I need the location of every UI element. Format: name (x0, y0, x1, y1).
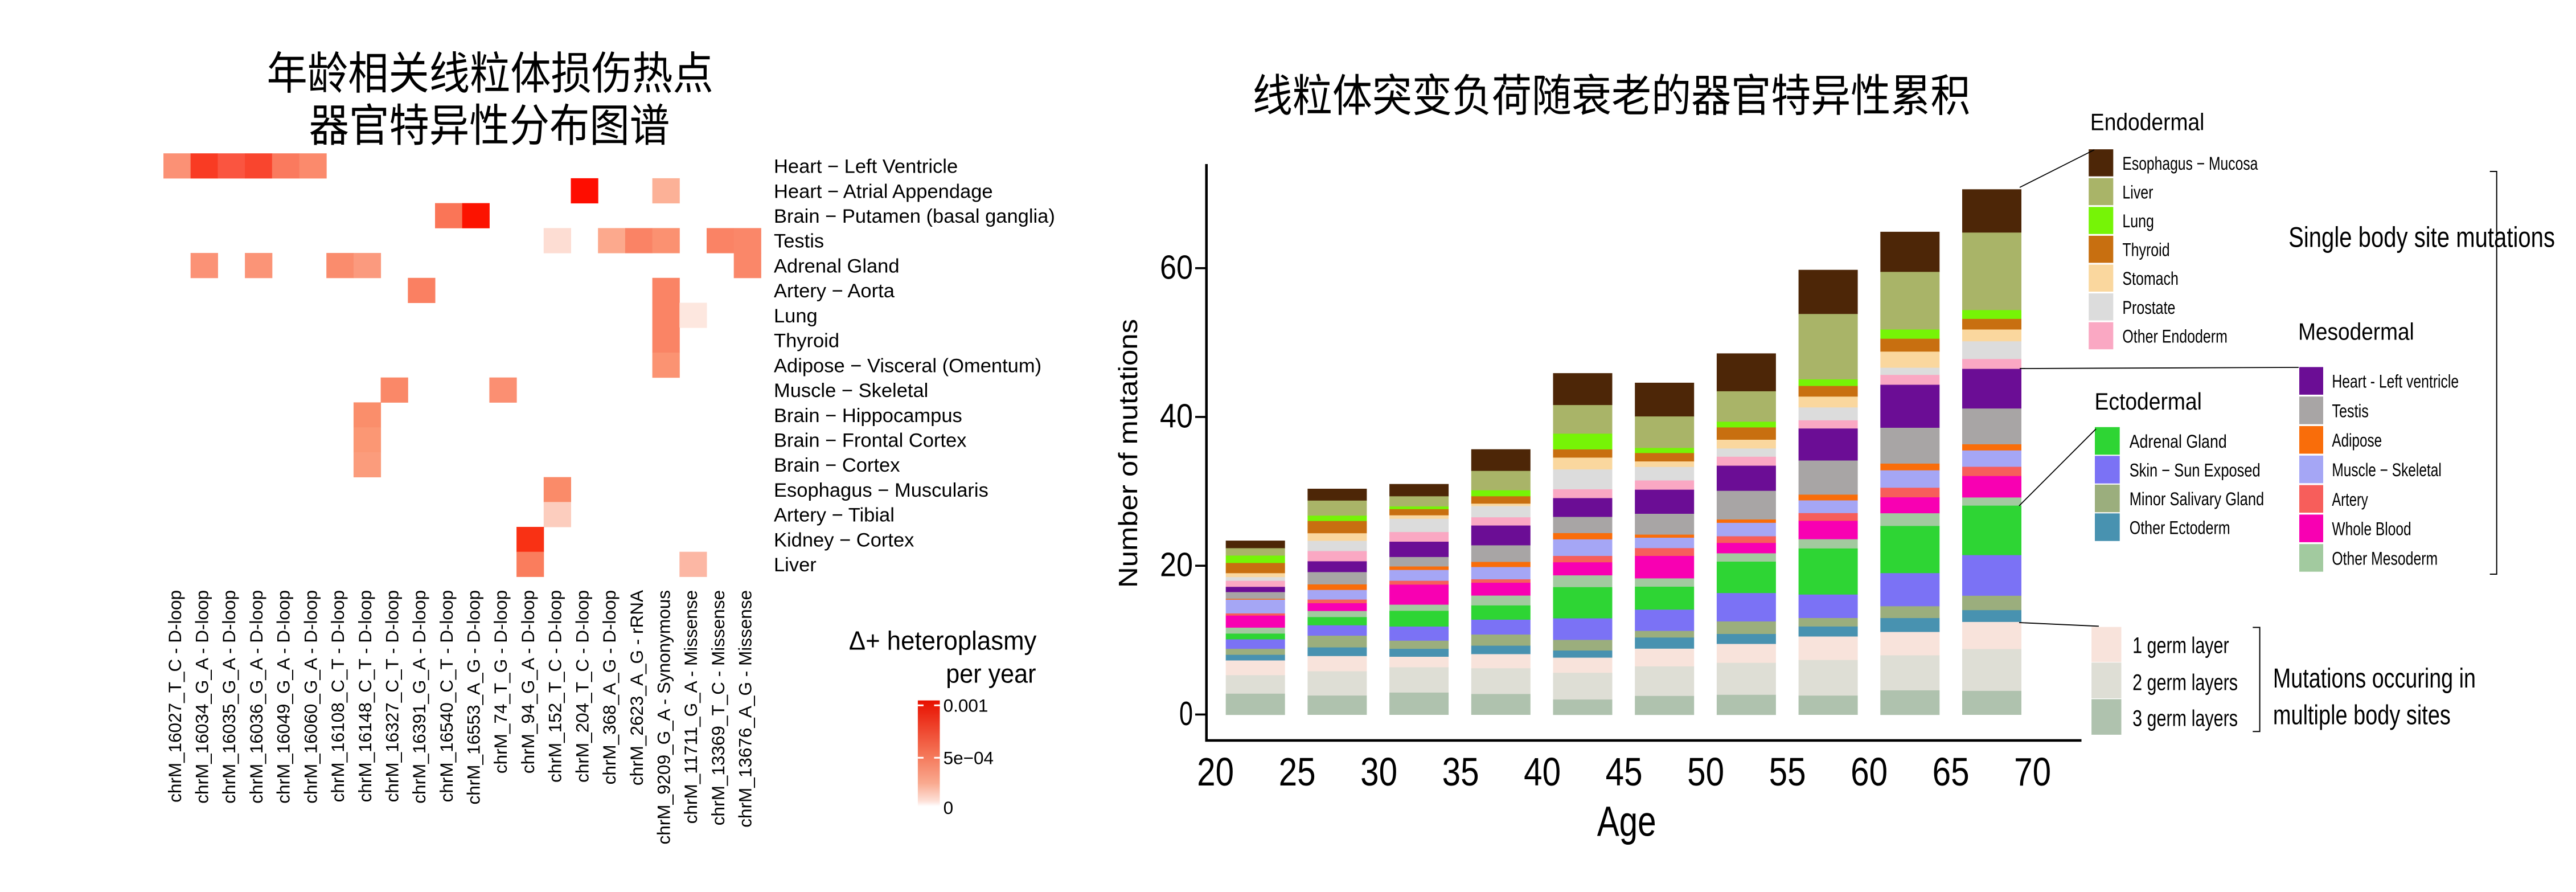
svg-text:40: 40 (1524, 750, 1561, 794)
svg-text:chrM_13676_A_G - Missense: chrM_13676_A_G - Missense (735, 590, 756, 828)
svg-text:Other Ectoderm: Other Ectoderm (2130, 518, 2230, 538)
svg-text:Muscle − Skeletal: Muscle − Skeletal (774, 380, 928, 402)
svg-text:Endodermal: Endodermal (2090, 108, 2205, 135)
svg-text:Liver: Liver (2122, 182, 2153, 203)
svg-text:chrM_9209_G_A - Synonymous: chrM_9209_G_A - Synonymous (654, 590, 674, 845)
svg-text:chrM_204_T_C - D-loop: chrM_204_T_C - D-loop (572, 590, 592, 783)
svg-text:chrM_16027_T_C - D-loop: chrM_16027_T_C - D-loop (165, 590, 185, 803)
svg-text:Brain − Frontal Cortex: Brain − Frontal Cortex (774, 430, 966, 452)
svg-text:Artery: Artery (2332, 489, 2368, 510)
svg-text:Brain − Putamen (basal ganglia: Brain − Putamen (basal ganglia) (774, 206, 1055, 227)
svg-text:55: 55 (1769, 750, 1806, 794)
svg-text:Heart - Left ventricle: Heart - Left ventricle (2332, 371, 2459, 392)
svg-text:chrM_16060_G_A - D-loop: chrM_16060_G_A - D-loop (300, 590, 321, 804)
svg-text:Adrenal Gland: Adrenal Gland (2130, 431, 2227, 452)
svg-text:chrM_16553_A_G - D-loop: chrM_16553_A_G - D-loop (463, 590, 484, 804)
svg-text:40: 40 (1160, 398, 1193, 435)
svg-text:Artery − Aorta: Artery − Aorta (774, 280, 895, 302)
svg-text:Other Mesoderm: Other Mesoderm (2332, 548, 2438, 568)
svg-text:60: 60 (1160, 248, 1193, 286)
svg-text:Testis: Testis (774, 231, 824, 252)
svg-text:chrM_16034_G_A - D-loop: chrM_16034_G_A - D-loop (192, 590, 212, 804)
svg-text:45: 45 (1606, 750, 1643, 794)
svg-text:Kidney − Cortex: Kidney − Cortex (774, 529, 914, 551)
svg-text:60: 60 (1851, 750, 1888, 794)
svg-text:20: 20 (1160, 546, 1193, 584)
svg-text:Number of mutations: Number of mutations (1113, 319, 1143, 588)
svg-text:Mesodermal: Mesodermal (2298, 318, 2414, 345)
svg-text:chrM_94_G_A - D-loop: chrM_94_G_A - D-loop (518, 590, 538, 774)
svg-text:chrM_152_T_C - D-loop: chrM_152_T_C - D-loop (545, 590, 565, 783)
svg-text:chrM_16036_G_A - D-loop: chrM_16036_G_A - D-loop (246, 590, 266, 804)
svg-text:chrM_368_A_G - D-loop: chrM_368_A_G - D-loop (599, 590, 620, 784)
svg-text:chrM_13369_T_C - Missense: chrM_13369_T_C - Missense (708, 590, 728, 825)
svg-text:3 germ layers: 3 germ layers (2132, 706, 2238, 731)
svg-text:Lung: Lung (774, 305, 818, 327)
svg-text:Other Endoderm: Other Endoderm (2122, 326, 2228, 347)
svg-text:Esophagus − Mucosa: Esophagus − Mucosa (2122, 153, 2258, 174)
svg-text:chrM_16391_G_A - D-loop: chrM_16391_G_A - D-loop (409, 590, 429, 804)
svg-text:25: 25 (1279, 750, 1316, 794)
svg-text:50: 50 (1687, 750, 1724, 794)
svg-text:Brain − Hippocampus: Brain − Hippocampus (774, 405, 962, 427)
svg-text:chrM_16035_G_A - D-loop: chrM_16035_G_A - D-loop (219, 590, 239, 804)
svg-text:Prostate: Prostate (2122, 297, 2175, 318)
svg-text:0: 0 (944, 797, 954, 818)
svg-text:Artery − Tibial: Artery − Tibial (774, 505, 895, 526)
svg-text:20: 20 (1197, 750, 1234, 794)
svg-text:Thyroid: Thyroid (774, 330, 839, 352)
svg-text:Esophagus − Muscularis: Esophagus − Muscularis (774, 480, 988, 501)
svg-text:Adipose − Visceral (Omentum): Adipose − Visceral (Omentum) (774, 355, 1041, 377)
svg-text:2 germ layers: 2 germ layers (2132, 670, 2238, 695)
svg-text:Heart − Left Ventricle: Heart − Left Ventricle (774, 156, 958, 178)
svg-text:0.001: 0.001 (944, 695, 988, 716)
svg-text:chrM_74_T_G - D-loop: chrM_74_T_G - D-loop (490, 590, 511, 774)
svg-text:Liver: Liver (774, 554, 817, 576)
svg-text:Mutations occuring in: Mutations occuring in (2273, 664, 2476, 694)
svg-text:Thyroid: Thyroid (2122, 240, 2169, 260)
svg-text:70: 70 (2014, 750, 2051, 794)
svg-text:35: 35 (1442, 750, 1479, 794)
svg-text:Adrenal Gland: Adrenal Gland (774, 255, 900, 277)
svg-text:Adipose: Adipose (2332, 430, 2382, 451)
svg-text:1 germ layer: 1 germ layer (2132, 633, 2229, 658)
svg-text:Ectodermal: Ectodermal (2095, 388, 2202, 415)
svg-text:Lung: Lung (2122, 211, 2154, 231)
svg-text:Testis: Testis (2332, 400, 2369, 421)
svg-text:chrM_16108_C_T - D-loop: chrM_16108_C_T - D-loop (327, 590, 348, 802)
svg-text:Brain − Cortex: Brain − Cortex (774, 455, 900, 476)
svg-text:Stomach: Stomach (2122, 268, 2179, 289)
svg-text:0: 0 (1179, 695, 1193, 733)
svg-text:chrM_16327_C_T - D-loop: chrM_16327_C_T - D-loop (382, 590, 403, 802)
svg-text:Single body site mutations: Single body site mutations (2288, 222, 2555, 253)
svg-text:30: 30 (1360, 750, 1397, 794)
svg-text:Muscle − Skeletal: Muscle − Skeletal (2332, 460, 2441, 480)
svg-text:5e−04: 5e−04 (944, 748, 994, 768)
svg-text:Heart − Atrial Appendage: Heart − Atrial Appendage (774, 181, 993, 202)
svg-text:Whole Blood: Whole Blood (2332, 519, 2411, 539)
svg-text:chrM_16148_C_T - D-loop: chrM_16148_C_T - D-loop (355, 590, 375, 802)
svg-text:Skin − Sun Exposed: Skin − Sun Exposed (2130, 460, 2261, 481)
svg-text:65: 65 (1933, 750, 1970, 794)
svg-text:per year: per year (946, 659, 1036, 689)
svg-text:multiple body sites: multiple body sites (2273, 701, 2451, 731)
svg-text:chrM_11711_G_A - Missense: chrM_11711_G_A - Missense (680, 590, 701, 824)
svg-text:chrM_16540_C_T - D-loop: chrM_16540_C_T - D-loop (436, 590, 457, 802)
svg-text:Δ+ heteroplasmy: Δ+ heteroplasmy (849, 626, 1037, 656)
svg-text:chrM_2623_A_G - rRNA: chrM_2623_A_G - rRNA (626, 590, 647, 785)
svg-text:Minor Salivary Gland: Minor Salivary Gland (2130, 489, 2265, 509)
svg-text:Age: Age (1597, 798, 1656, 845)
svg-text:chrM_16049_G_A - D-loop: chrM_16049_G_A - D-loop (273, 590, 294, 804)
